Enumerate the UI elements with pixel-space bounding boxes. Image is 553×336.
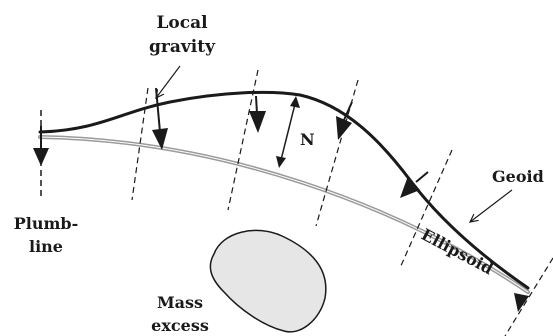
- mass-excess-label-line2: excess: [151, 316, 209, 335]
- plumb-line-4: [315, 79, 359, 227]
- mass-excess-body: [209, 229, 327, 333]
- n-label: N: [300, 130, 315, 149]
- ellipsoid-curve-inner: [39, 136, 529, 293]
- geoid-leader: [470, 189, 513, 222]
- plumb-line-3: [227, 69, 266, 211]
- plumb-line-left: [33, 110, 49, 200]
- local-gravity-label-line1: Local: [156, 13, 208, 33]
- local-gravity-label-line2: gravity: [149, 37, 216, 57]
- geoid-label: Geoid: [492, 167, 544, 186]
- plumb-line-6: [504, 257, 553, 336]
- plumb-line-5: [399, 149, 453, 269]
- local-gravity-leader: [156, 65, 181, 98]
- geoid-curve: [38, 90, 530, 290]
- n-separation-arrow: [276, 96, 300, 168]
- plumb-line-label-line1: Plumb-: [14, 214, 79, 233]
- plumb-line-label-line2: line: [29, 237, 63, 256]
- mass-excess-label-line1: Mass: [157, 293, 203, 312]
